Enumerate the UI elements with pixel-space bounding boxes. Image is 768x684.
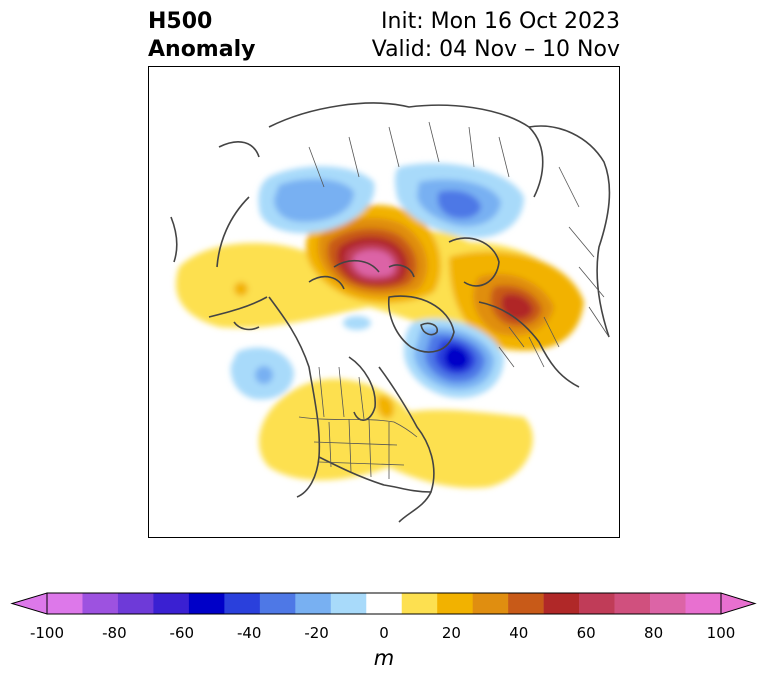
colorbar-tick-label: -100 bbox=[29, 624, 65, 642]
colorbar-segment bbox=[153, 593, 190, 614]
political-borders bbox=[298, 121, 610, 479]
negative-pacific-core bbox=[255, 366, 273, 384]
colorbar-segment bbox=[614, 593, 651, 614]
colorbar-segment bbox=[47, 593, 83, 614]
colorbar-tick-label: 40 bbox=[509, 624, 529, 642]
colorbar-segment bbox=[295, 593, 332, 614]
colorbar-segments bbox=[10, 592, 757, 615]
coast-north-america-east bbox=[378, 366, 435, 523]
chart-title-left: H500 Anomaly bbox=[148, 8, 255, 64]
positive-small-orange bbox=[376, 395, 394, 419]
negative-top-right-inner bbox=[437, 190, 481, 219]
colorbar-tick-label: 80 bbox=[644, 624, 664, 642]
title-field: Anomaly bbox=[148, 37, 256, 62]
init-date: Init: Mon 16 Oct 2023 bbox=[381, 9, 620, 34]
positive-dot-west bbox=[234, 282, 248, 296]
colorbar-tick-label: 0 bbox=[379, 624, 389, 642]
chart-title-right: Init: Mon 16 Oct 2023 Valid: 04 Nov – 10… bbox=[372, 8, 620, 64]
colorbar-segment bbox=[437, 593, 473, 614]
colorbar-extend-min bbox=[10, 592, 48, 615]
colorbar-segment bbox=[685, 593, 722, 614]
asia-borders bbox=[558, 166, 610, 338]
coast-north-america-west bbox=[268, 296, 321, 498]
colorbar-outline bbox=[46, 592, 722, 615]
coast-gulf bbox=[318, 456, 432, 493]
coast-japan bbox=[170, 216, 178, 263]
colorbar-tick-label: 100 bbox=[706, 624, 736, 642]
colorbar-tick-label: -60 bbox=[169, 624, 195, 642]
colorbar-segment bbox=[543, 593, 580, 614]
colorbar-tick-label: -80 bbox=[102, 624, 127, 642]
colorbar-extend-max bbox=[720, 592, 757, 615]
coast-scandinavia bbox=[448, 237, 500, 287]
title-variable: H500 bbox=[148, 9, 213, 34]
colorbar-segment bbox=[224, 593, 261, 614]
colorbar-segment bbox=[117, 593, 154, 614]
colorbar-segment bbox=[259, 593, 296, 614]
coastlines bbox=[170, 102, 611, 523]
colorbar-tick-label: -20 bbox=[304, 624, 329, 642]
coast-arctic-islands bbox=[308, 259, 415, 290]
colorbar-segment bbox=[401, 593, 438, 614]
valid-range: Valid: 04 Nov – 10 Nov bbox=[371, 37, 620, 62]
colorbar-segment bbox=[188, 593, 225, 614]
canada-provinces bbox=[318, 366, 365, 420]
coast-asia-east bbox=[216, 141, 260, 268]
colorbar-segment bbox=[508, 593, 544, 614]
colorbar-segment bbox=[366, 593, 403, 614]
anomaly-map bbox=[148, 66, 620, 538]
coast-greenland bbox=[387, 295, 455, 353]
us-canada-border bbox=[298, 416, 418, 438]
negative-small bbox=[343, 316, 371, 330]
coast-eurasia-north bbox=[268, 102, 544, 198]
coast-alaska bbox=[208, 296, 268, 331]
colorbar-segment bbox=[472, 593, 509, 614]
colorbar bbox=[10, 592, 757, 615]
us-state-lines bbox=[313, 418, 405, 479]
negative-top-left-core bbox=[274, 178, 354, 222]
colorbar-segment bbox=[330, 593, 367, 614]
anomaly-shading bbox=[175, 163, 584, 488]
negative-atlantic-core bbox=[444, 346, 469, 370]
colorbar-tick-label: -40 bbox=[236, 624, 262, 642]
europe-borders bbox=[498, 316, 560, 368]
colorbar-tick-label: 20 bbox=[441, 624, 461, 642]
colorbar-segment bbox=[650, 593, 686, 614]
colorbar-unit-label: m bbox=[373, 646, 395, 670]
russia-regions bbox=[308, 121, 510, 188]
coast-europe bbox=[478, 301, 580, 388]
map-canvas bbox=[170, 102, 611, 523]
coast-iceland bbox=[420, 322, 439, 336]
arctic-positive-pink bbox=[352, 249, 395, 278]
colorbar-segment bbox=[82, 593, 119, 614]
colorbar-segment bbox=[579, 593, 615, 614]
positive-lobe-namerica bbox=[259, 378, 533, 488]
coast-far-east bbox=[528, 125, 611, 338]
colorbar-tick-label: 60 bbox=[576, 624, 596, 642]
